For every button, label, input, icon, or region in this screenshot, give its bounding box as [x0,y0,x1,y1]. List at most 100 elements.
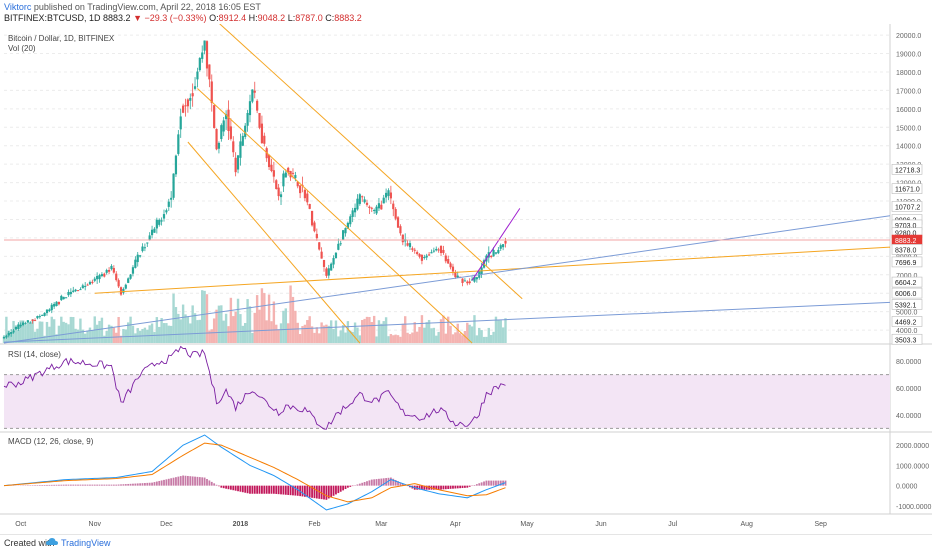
volume-bar [193,313,197,343]
x-tick-label: Dec [160,521,173,528]
candle-body [356,198,359,210]
macd-histogram-bar [110,484,113,486]
candle [184,98,187,117]
candle-body [227,109,230,132]
candle [468,278,471,285]
candle [86,283,89,286]
candle-body [201,52,204,59]
volume-bar [444,333,448,343]
macd-histogram-bar [323,485,325,500]
candle-body [184,105,187,107]
volume-bar [260,288,264,343]
candle [26,320,29,323]
macd-histogram-bar [103,484,106,486]
candle-body [342,230,345,240]
candle [117,278,120,288]
volume-bar [196,320,199,343]
price-label-text: 9280.0 [895,231,917,238]
macd-tick-label: 1000.0000 [896,463,929,470]
macd-histogram-bar [320,485,323,500]
volume-bar [446,316,450,343]
candle [177,130,180,156]
candle-body [244,125,247,137]
macd-tick-label: 2000.0000 [896,443,929,450]
macd-histogram-bar [108,484,110,486]
candle [239,133,242,166]
macd-histogram-bar [444,485,447,490]
volume-bar [81,329,85,343]
candle [451,263,455,276]
candle-body [337,243,340,250]
candle [416,250,419,256]
candle-body [389,192,392,199]
candle-body [112,268,115,273]
volume-bar [420,315,424,343]
volume-legend[interactable]: Vol (20) [8,44,36,53]
candle [418,253,421,259]
price-tick-label: 20000.0 [896,33,921,40]
candle-body [79,289,82,291]
macd-histogram-bar [447,485,450,490]
author-link[interactable]: Viktorc [4,2,32,12]
macd-histogram-bar [177,476,180,486]
macd-histogram-bar [394,479,397,486]
macd-histogram-bar [358,483,361,486]
rsi-legend[interactable]: RSI (14, close) [8,350,61,359]
candle [48,308,51,313]
candle-body [88,281,92,285]
candle [375,204,378,216]
tradingview-brand[interactable]: TradingView [61,538,111,548]
candle-body [294,175,297,179]
macd-legend[interactable]: MACD (12, 26, close, 9) [8,437,94,446]
volume-bar [437,331,440,343]
macd-histogram-bar [284,485,287,495]
candle-body [36,316,39,319]
candle-body [468,281,471,284]
candle [62,296,65,300]
macd-histogram-bar [241,485,244,493]
macd-histogram-bar [141,483,144,486]
candle-body [444,255,447,262]
main-pane-title[interactable]: Bitcoin / Dollar, 1D, BITFINEX [8,34,115,43]
volume-bar [184,314,187,343]
candle [162,209,166,222]
candle-body [308,203,311,209]
volume-bar [179,319,182,343]
candle-body [60,295,63,301]
channel-line [187,141,361,344]
volume-bar [107,324,111,343]
candle [210,74,213,112]
candle-body [182,105,185,113]
candle [244,123,247,140]
candle-body [258,112,261,128]
candle-body [406,243,409,246]
candle [112,265,115,274]
candle [275,179,278,190]
macd-histogram-bar [198,477,201,486]
candle-body [74,289,77,292]
candle [196,67,199,88]
macd-histogram-bar [275,485,278,494]
macd-histogram-bar [268,485,270,494]
volume-bar [458,333,462,343]
volume-bar [153,331,156,343]
candle-body [67,292,70,296]
change-arrow-icon: ▼ [133,13,142,23]
chart-area[interactable]: 20000.0 19000.0 18000.0 17000.0 16000.0 15000… [0,24,932,534]
macd-histogram-bar [397,481,399,486]
candle-body [420,254,424,261]
candle [38,314,41,319]
candle [143,243,147,252]
candle [339,240,342,247]
candle-body [98,275,101,280]
candle-body [141,246,144,252]
volume-bar [21,320,25,343]
volume-bar [351,331,354,343]
macd-histogram-bar [158,480,161,486]
candle [167,198,170,211]
candle [394,207,397,221]
candle-body [143,247,147,249]
volume-bar [69,316,73,343]
high-label: H: [248,13,258,23]
candle [217,141,221,154]
